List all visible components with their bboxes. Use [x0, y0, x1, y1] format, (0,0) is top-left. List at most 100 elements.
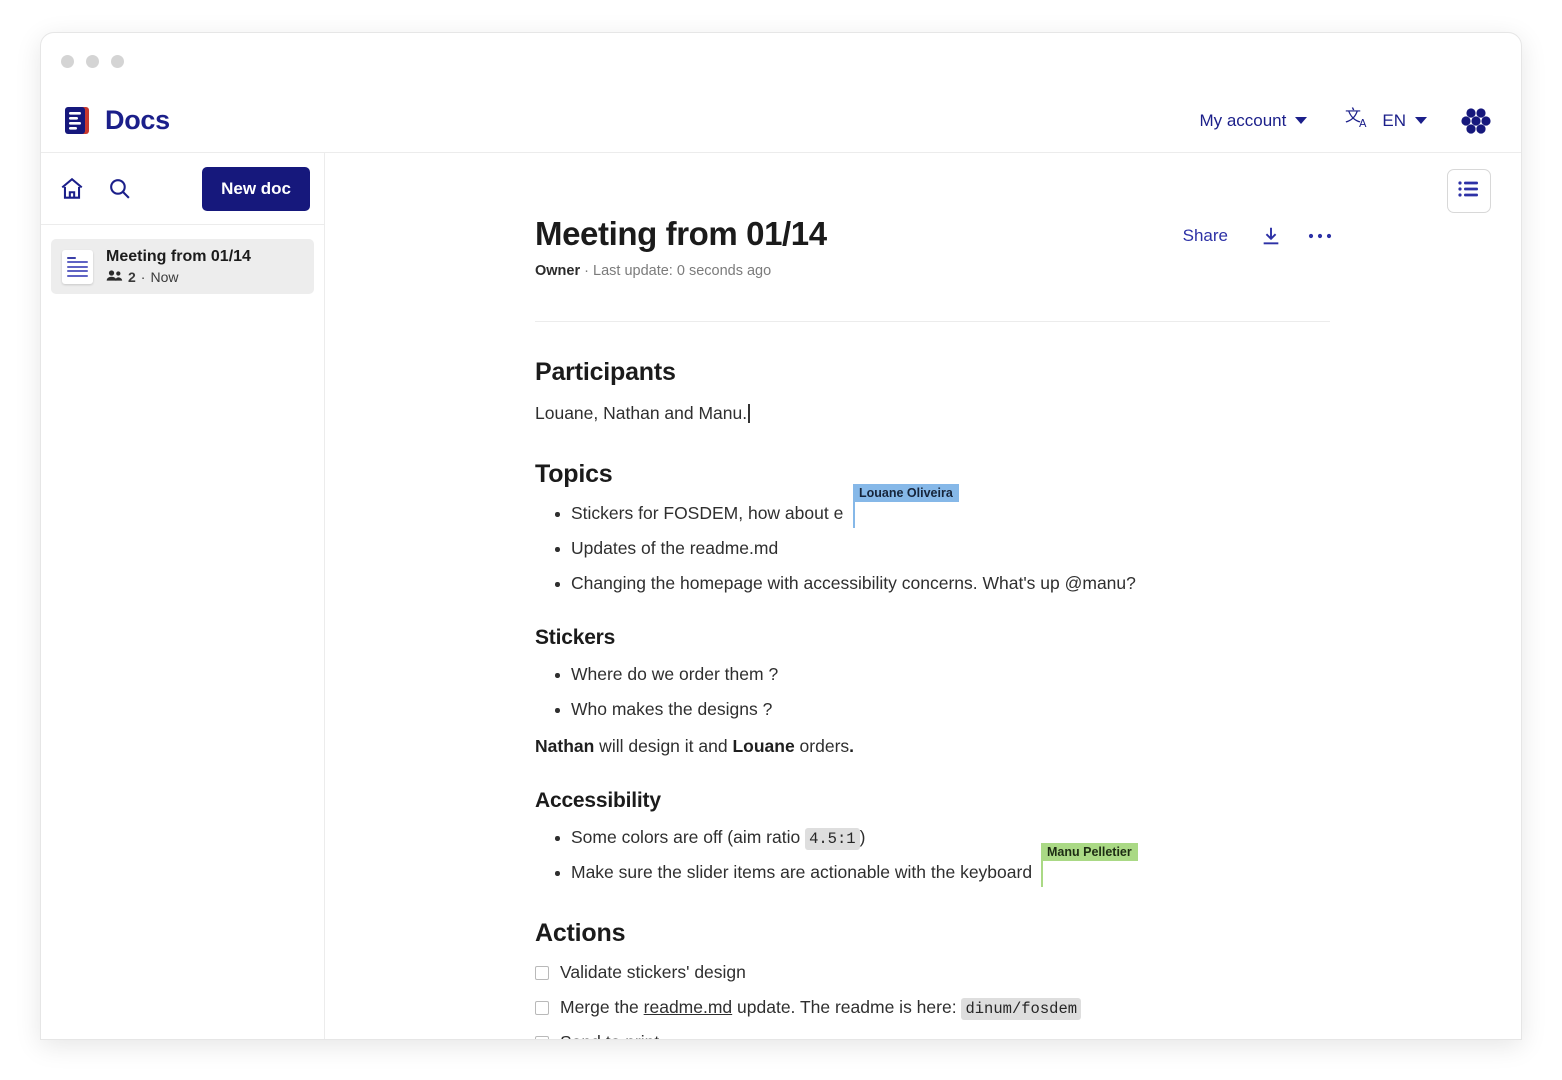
- document-area: Meeting from 01/14 Owner · Last update: …: [325, 153, 1521, 1039]
- window-minimize-dot[interactable]: [86, 54, 99, 68]
- chevron-down-icon: [1415, 117, 1427, 124]
- list-item: Updates of the readme.md: [555, 538, 1355, 559]
- sidebar-document-item[interactable]: Meeting from 01/14 2: [51, 239, 314, 294]
- page-title: Meeting from 01/14: [535, 215, 827, 252]
- collaborator-caret: [853, 502, 855, 528]
- sticker-text: Where do we order them ?: [571, 664, 779, 684]
- new-doc-button[interactable]: New doc: [202, 166, 310, 211]
- people-icon: [106, 269, 123, 285]
- participants-value: Louane, Nathan and Manu.: [535, 403, 748, 423]
- accessibility-item-2: Make sure the slider items are actionabl…: [571, 862, 1033, 882]
- list-item: Merge the readme.md update. The readme i…: [535, 997, 1355, 1020]
- document-page: Meeting from 01/14 Owner · Last update: …: [325, 153, 1521, 1039]
- sidebar: New doc Meeting from 01/14: [41, 153, 325, 1039]
- language-selector[interactable]: 文 A EN: [1339, 104, 1433, 137]
- svg-text:文: 文: [1345, 106, 1361, 125]
- code-ratio: 4.5:1: [805, 828, 860, 850]
- document-header: Meeting from 01/14 Owner · Last update: …: [535, 215, 1332, 279]
- topic-text: Updates of the readme.md: [571, 538, 779, 558]
- more-horizontal-icon[interactable]: [1308, 232, 1332, 240]
- list-item: Changing the homepage with accessibility…: [555, 573, 1355, 594]
- heading-actions: Actions: [535, 919, 626, 947]
- list-item: Who makes the designs ?: [555, 699, 1355, 720]
- accessibility-item-post: ): [859, 827, 866, 847]
- divider: [535, 321, 1330, 322]
- collaborator-caret: [1041, 861, 1043, 887]
- document-last-update: Last update: 0 seconds ago: [593, 263, 772, 279]
- home-icon[interactable]: [59, 176, 85, 202]
- document-toolbar: Share: [1177, 225, 1332, 247]
- window-maximize-dot[interactable]: [111, 54, 124, 68]
- svg-text:A: A: [1359, 117, 1367, 130]
- code-repo-path: dinum/fosdem: [961, 998, 1082, 1020]
- document-meta: Owner · Last update: 0 seconds ago: [535, 263, 827, 279]
- my-account-button[interactable]: My account: [1193, 110, 1313, 132]
- table-of-contents-button[interactable]: [1447, 169, 1491, 213]
- language-label: EN: [1382, 110, 1406, 130]
- participants-text: Louane, Nathan and Manu.: [535, 403, 1355, 424]
- header-actions: My account 文 A EN: [1193, 104, 1493, 137]
- brand-title: Docs: [105, 105, 170, 135]
- list-item: Make sure the slider items are actionabl…: [555, 843, 1355, 887]
- meta-separator: ·: [140, 269, 146, 285]
- list-item: Validate stickers' design: [535, 962, 1355, 983]
- document-thumbnail-icon: [62, 249, 93, 284]
- stickers-note-end: orders: [794, 736, 850, 756]
- list-item: Some colors are off (aim ratio 4.5:1): [555, 827, 1355, 850]
- sidebar-document-title: Meeting from 01/14: [106, 248, 251, 265]
- topics-list: Stickers for FOSDEM, how about e Louane …: [535, 484, 1355, 594]
- document-role: Owner: [535, 263, 581, 279]
- translate-icon: 文 A: [1345, 105, 1373, 136]
- brand[interactable]: Docs: [63, 105, 170, 137]
- topic-text: Changing the homepage with accessibility…: [571, 573, 1136, 593]
- sidebar-document-updated: Now: [150, 269, 179, 285]
- action-checkbox[interactable]: [535, 1000, 549, 1015]
- list-icon: [1458, 180, 1480, 203]
- stickers-note-name-1: Nathan: [535, 736, 595, 756]
- action-checkbox[interactable]: [535, 1035, 549, 1039]
- stickers-note-period: .: [849, 736, 855, 756]
- docs-logo-icon: [63, 105, 91, 137]
- readme-link[interactable]: readme.md: [643, 997, 733, 1017]
- sidebar-document-meta: 2 · Now: [106, 269, 251, 285]
- heading-topics: Topics: [535, 460, 613, 488]
- sticker-text: Who makes the designs ?: [571, 699, 773, 719]
- window-close-dot[interactable]: [61, 54, 74, 68]
- meta-separator: ·: [580, 263, 594, 279]
- heading-participants: Participants: [535, 358, 676, 386]
- heading-stickers: Stickers: [535, 626, 616, 649]
- body: New doc Meeting from 01/14: [41, 153, 1521, 1039]
- app-grid-icon[interactable]: [1459, 105, 1493, 137]
- document-content[interactable]: Participants Louane, Nathan and Manu. To…: [535, 358, 1355, 1039]
- stickers-note-name-2: Louane: [732, 736, 795, 756]
- heading-accessibility: Accessibility: [535, 789, 661, 812]
- stickers-note-mid: will design it and: [594, 736, 733, 756]
- text-caret: [748, 404, 750, 423]
- app-window: Docs My account 文 A EN: [40, 32, 1522, 1040]
- window-titlebar: [41, 33, 1521, 89]
- share-button[interactable]: Share: [1177, 225, 1234, 247]
- action-checkbox[interactable]: [535, 965, 549, 980]
- sidebar-document-member-count: 2: [128, 269, 136, 285]
- stickers-list: Where do we order them ? Who makes the d…: [535, 664, 1355, 720]
- search-icon[interactable]: [107, 176, 132, 201]
- list-item: Stickers for FOSDEM, how about e Louane …: [555, 484, 1355, 528]
- accessibility-item-pre: Some colors are off (aim ratio: [571, 827, 806, 847]
- actions-list: Validate stickers' design Merge the read…: [535, 962, 1355, 1039]
- app-header: Docs My account 文 A EN: [41, 89, 1521, 153]
- download-icon[interactable]: [1260, 225, 1282, 247]
- list-item: Send to print: [535, 1032, 1355, 1039]
- sidebar-toolbar: New doc: [41, 153, 324, 225]
- action-text-pre: Merge the: [560, 997, 644, 1017]
- action-text: Merge the readme.md update. The readme i…: [560, 997, 1082, 1020]
- document-list: Meeting from 01/14 2: [41, 225, 324, 294]
- list-item: Where do we order them ?: [555, 664, 1355, 685]
- chevron-down-icon: [1295, 117, 1308, 124]
- my-account-label: My account: [1199, 110, 1287, 130]
- action-text-mid: update. The readme is here:: [732, 997, 962, 1017]
- topic-text: Stickers for FOSDEM, how about e: [571, 503, 844, 523]
- action-text: Validate stickers' design: [560, 962, 746, 982]
- action-text: Send to print: [560, 1032, 659, 1039]
- stickers-note: Nathan will design it and Louane orders.: [535, 736, 1355, 757]
- accessibility-list: Some colors are off (aim ratio 4.5:1) Ma…: [535, 827, 1355, 887]
